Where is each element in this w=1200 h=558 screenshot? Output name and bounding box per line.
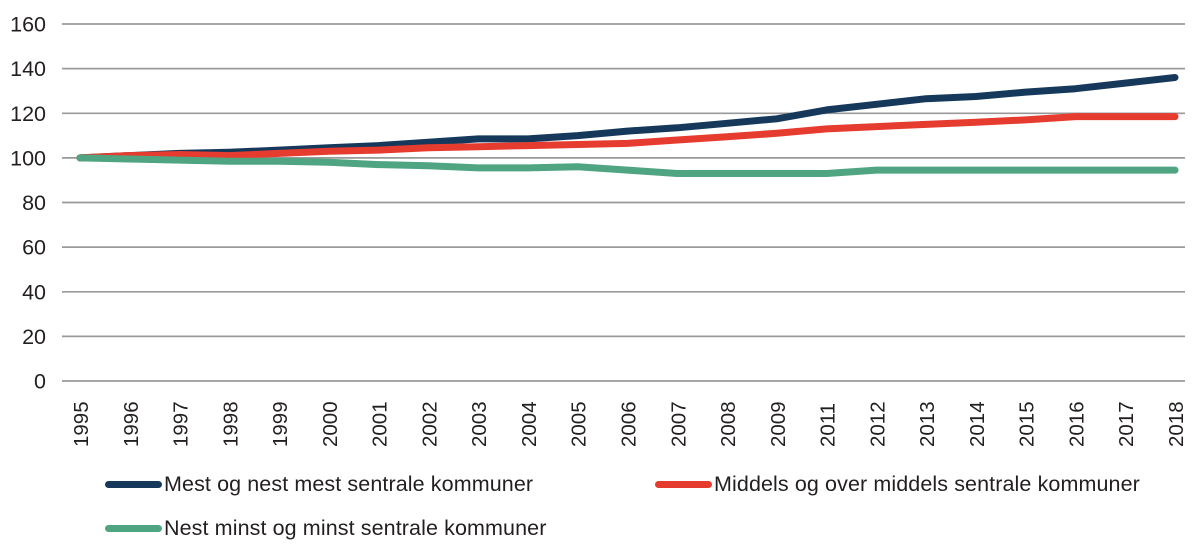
legend-label-nest-minst: Nest minst og minst sentrale kommuner — [164, 515, 547, 540]
y-axis-tick-label: 80 — [22, 191, 46, 215]
legend-item-middels: Middels og over middels sentrale kommune… — [655, 472, 1200, 497]
x-axis-tick-label: 1995 — [70, 401, 93, 447]
x-axis-tick-label: 1996 — [120, 401, 143, 447]
x-axis-tick-label: 2007 — [667, 401, 690, 447]
y-axis-tick-label: 40 — [22, 280, 46, 304]
legend-item-nest-minst: Nest minst og minst sentrale kommuner — [105, 516, 655, 541]
x-axis-tick-label: 2008 — [717, 401, 740, 447]
x-axis-tick-label: 1997 — [170, 401, 193, 447]
y-axis-tick-label: 100 — [10, 146, 46, 170]
legend-row-1: Mest og nest mest sentrale kommuner Midd… — [105, 462, 1200, 506]
legend-swatch-navy-line — [105, 480, 162, 488]
x-axis-tick-label: 2003 — [468, 401, 491, 447]
x-axis-tick-label: 2006 — [618, 401, 641, 447]
x-axis-tick-label: 2015 — [1016, 401, 1039, 447]
x-axis-tick-label: 2005 — [568, 401, 591, 447]
x-axis-tick-label: 1998 — [219, 401, 242, 447]
x-axis-tick-label: 2012 — [866, 401, 889, 447]
y-axis-tick-label: 20 — [22, 325, 46, 349]
y-axis-tick-label: 160 — [10, 13, 46, 37]
x-axis-tick-label: 2017 — [1115, 401, 1138, 447]
y-axis-tick-label: 0 — [34, 370, 46, 394]
x-axis-tick-label: 2018 — [1165, 401, 1188, 447]
y-axis-tick-label: 120 — [10, 102, 46, 126]
legend-row-2: Nest minst og minst sentrale kommuner — [105, 506, 1200, 550]
x-axis-tick-label: 2001 — [369, 401, 392, 447]
chart-legend: Mest og nest mest sentrale kommuner Midd… — [105, 462, 1200, 550]
y-axis-tick-label: 140 — [10, 57, 46, 81]
series-line-middels-og-over-middels-sentrale-kommuner — [76, 113, 1179, 162]
series-line-nest-minst-og-minst-sentrale-kommuner — [76, 154, 1179, 177]
line-chart-plot: 160 140 120 100 80 60 40 20 0 1995 1996 1997 1998 199… — [10, 13, 1188, 448]
legend-swatch-green-line — [105, 524, 162, 532]
x-axis-tick-label: 2009 — [767, 401, 790, 447]
x-axis-tick-label: 2000 — [319, 401, 342, 447]
legend-label-mest-og-nest-mest: Mest og nest mest sentrale kommuner — [164, 471, 534, 496]
x-axis-tick-label: 2014 — [966, 401, 989, 447]
x-axis-tick-label: 2016 — [1066, 401, 1089, 447]
legend-item-mest-og-nest-mest: Mest og nest mest sentrale kommuner — [105, 472, 655, 497]
x-axis-tick-label: 2013 — [916, 401, 939, 447]
x-axis-tick-label: 2004 — [518, 401, 541, 447]
x-axis-tick-label: 2002 — [418, 401, 441, 447]
legend-swatch-red-line — [655, 480, 712, 488]
x-axis-tick-label: 2011 — [817, 403, 840, 447]
legend-label-middels: Middels og over middels sentrale kommune… — [714, 471, 1140, 496]
x-axis-tick-label: 1999 — [269, 401, 292, 447]
y-axis-tick-label: 60 — [22, 236, 46, 260]
